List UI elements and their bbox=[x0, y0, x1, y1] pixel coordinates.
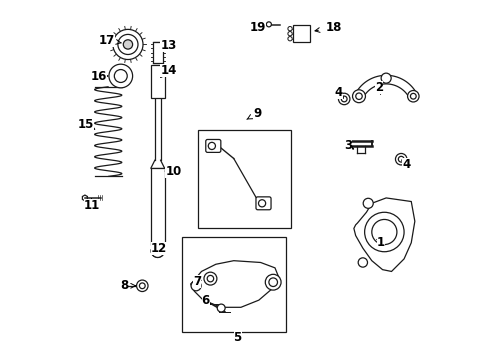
Circle shape bbox=[409, 93, 415, 99]
Circle shape bbox=[352, 90, 365, 103]
Circle shape bbox=[338, 93, 349, 105]
Circle shape bbox=[357, 258, 367, 267]
Circle shape bbox=[139, 283, 145, 289]
FancyBboxPatch shape bbox=[255, 197, 270, 210]
FancyBboxPatch shape bbox=[205, 139, 221, 152]
Polygon shape bbox=[82, 195, 87, 201]
Circle shape bbox=[113, 30, 142, 59]
Polygon shape bbox=[353, 198, 414, 271]
Circle shape bbox=[398, 156, 403, 162]
Circle shape bbox=[268, 278, 277, 287]
Circle shape bbox=[395, 153, 406, 165]
Circle shape bbox=[407, 90, 418, 102]
Text: 1: 1 bbox=[376, 236, 384, 249]
Text: 11: 11 bbox=[84, 198, 100, 212]
Circle shape bbox=[203, 272, 217, 285]
Text: 9: 9 bbox=[246, 107, 261, 120]
Text: 15: 15 bbox=[78, 118, 95, 131]
Text: 7: 7 bbox=[193, 275, 201, 288]
Text: 6: 6 bbox=[201, 294, 210, 307]
Circle shape bbox=[154, 248, 161, 254]
Text: 17: 17 bbox=[98, 33, 121, 47]
Text: 10: 10 bbox=[165, 165, 181, 177]
Circle shape bbox=[136, 280, 148, 292]
Circle shape bbox=[191, 281, 201, 291]
Circle shape bbox=[151, 244, 164, 257]
Circle shape bbox=[114, 69, 127, 82]
Text: 4: 4 bbox=[401, 158, 409, 171]
Circle shape bbox=[371, 220, 396, 244]
Circle shape bbox=[287, 32, 292, 36]
Circle shape bbox=[123, 40, 132, 49]
Bar bbox=[292, 25, 309, 42]
Circle shape bbox=[154, 248, 161, 254]
Circle shape bbox=[355, 93, 362, 99]
Bar bbox=[151, 168, 164, 244]
Text: 3: 3 bbox=[344, 139, 353, 152]
Polygon shape bbox=[354, 75, 416, 98]
Bar bbox=[182, 237, 285, 332]
Text: 14: 14 bbox=[160, 64, 176, 77]
Circle shape bbox=[266, 22, 271, 27]
Circle shape bbox=[109, 64, 132, 88]
Circle shape bbox=[363, 198, 372, 208]
Circle shape bbox=[258, 200, 265, 207]
Text: 16: 16 bbox=[90, 69, 108, 82]
Polygon shape bbox=[190, 261, 278, 307]
Circle shape bbox=[380, 73, 390, 83]
Bar bbox=[152, 42, 163, 63]
Circle shape bbox=[217, 304, 224, 312]
Text: 4: 4 bbox=[334, 86, 343, 99]
Circle shape bbox=[287, 27, 292, 31]
Circle shape bbox=[287, 37, 292, 41]
Circle shape bbox=[265, 274, 281, 290]
Text: 2: 2 bbox=[374, 81, 382, 94]
Text: 5: 5 bbox=[233, 330, 242, 343]
Circle shape bbox=[364, 212, 403, 252]
Circle shape bbox=[208, 142, 215, 149]
Text: 12: 12 bbox=[151, 242, 167, 255]
Circle shape bbox=[151, 244, 164, 257]
Bar bbox=[151, 65, 164, 98]
Text: 8: 8 bbox=[120, 279, 136, 292]
Text: 19: 19 bbox=[249, 21, 265, 34]
Circle shape bbox=[341, 96, 346, 102]
Text: 13: 13 bbox=[160, 39, 176, 52]
Circle shape bbox=[207, 275, 213, 282]
Bar bbox=[198, 130, 290, 228]
Text: 18: 18 bbox=[314, 21, 341, 34]
Circle shape bbox=[118, 35, 138, 54]
